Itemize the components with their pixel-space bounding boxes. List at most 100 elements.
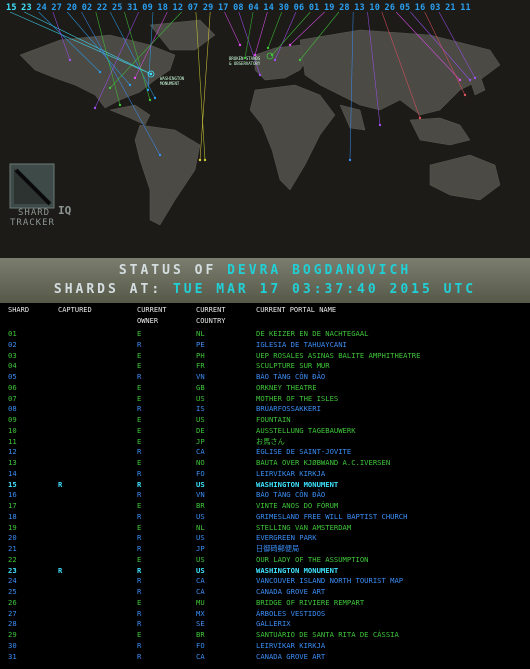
shard-strip-item[interactable]: 24	[36, 3, 47, 13]
shard-location-dot[interactable]	[418, 116, 422, 120]
table-row[interactable]: 22 E US OUR LADY OF THE ASSUMPTION	[0, 555, 530, 566]
shard-location-dot[interactable]	[473, 76, 477, 80]
portal-name-cell[interactable]: BAUTA OVER KJØBWAND A.C.IVERSEN	[256, 458, 391, 467]
table-row[interactable]: 08 R IS BRÚARFOSSAKKERI	[0, 404, 530, 415]
shard-strip-item[interactable]: 30	[278, 3, 290, 13]
shard-location-dot[interactable]	[198, 158, 202, 162]
table-row[interactable]: 14 R FO LEIRVÍKAR KIRKJA	[0, 469, 530, 480]
portal-name-cell[interactable]: EVERGREEN PARK	[256, 533, 317, 543]
table-row[interactable]: 16 R VN BÁO TÀNG CÔN ĐẢO	[0, 490, 530, 501]
shard-strip-item[interactable]: 08	[233, 3, 244, 13]
portal-name-cell[interactable]: OUR LADY OF THE ASSUMPTION	[256, 554, 369, 564]
shard-strip-item[interactable]: 01	[308, 3, 320, 13]
shard-strip-item[interactable]: 03	[429, 3, 441, 13]
shard-location-dot[interactable]	[158, 153, 162, 157]
portal-name-cell[interactable]: CANADA GROVE ART	[256, 587, 326, 596]
shard-location-dot[interactable]	[118, 103, 122, 107]
portal-name-cell[interactable]: WASHINGTON MONUMENT	[256, 565, 339, 575]
shard-location-dot[interactable]	[68, 58, 72, 62]
table-row[interactable]: 21 R JP 日御碕郵便局	[0, 544, 530, 555]
table-row[interactable]: 30 R FO LEIRVÍKAR KIRKJA	[0, 641, 530, 652]
portal-name-cell[interactable]: STELLING VAN AMSTERDAM	[256, 522, 352, 532]
shard-location-dot[interactable]	[128, 83, 132, 87]
shard-location-dot[interactable]	[458, 78, 462, 82]
shard-strip-item[interactable]: 26	[384, 3, 396, 13]
portal-name-cell[interactable]: MOTHER OF THE ISLES	[256, 393, 339, 403]
table-row[interactable]: 29 E BR SANTUÁRIO DE SANTA RITA DE CÁSSIA	[0, 630, 530, 641]
shard-strip-item[interactable]: 12	[172, 3, 184, 13]
table-row[interactable]: 05 R VN BÁO TÀNG CÔN ĐẢO	[0, 372, 530, 383]
shard-location-dot[interactable]	[146, 88, 150, 92]
table-row[interactable]: 15 R R US WASHINGTON MONUMENT	[0, 480, 530, 491]
table-row[interactable]: 28 R SE GALLERIX	[0, 619, 530, 630]
shard-location-dot[interactable]	[148, 98, 152, 102]
portal-name-cell[interactable]: VINTE ANOS DO FÓRUM	[256, 501, 339, 510]
table-row[interactable]: 10 E DE AUSSTELLUNG TAGEBAUWERK	[0, 426, 530, 437]
portal-name-cell[interactable]: LEIRVÍKAR KIRKJA	[256, 640, 326, 650]
portal-name-cell[interactable]: IGLESIA DE TAHUAYCANI	[256, 339, 347, 349]
table-row[interactable]: 19 E NL STELLING VAN AMSTERDAM	[0, 523, 530, 534]
shard-strip-item[interactable]: 16	[414, 3, 426, 13]
table-row[interactable]: 12 R CA ÉGLISE DE SAINT-JOVITE	[0, 447, 530, 458]
shard-strip-item[interactable]: 02	[81, 3, 93, 13]
table-row[interactable]: 13 E NO BAUTA OVER KJØBWAND A.C.IVERSEN	[0, 458, 530, 469]
table-row[interactable]: 20 R US EVERGREEN PARK	[0, 533, 530, 544]
shard-strip-item[interactable]: 21	[445, 3, 456, 13]
table-row[interactable]: 24 R CA VANCOUVER ISLAND NORTH TOURIST MAP	[0, 576, 530, 587]
table-row[interactable]: 27 R MX ÁRBOLES VESTIDOS	[0, 609, 530, 620]
portal-name-cell[interactable]: VANCOUVER ISLAND NORTH TOURIST MAP	[256, 576, 404, 586]
portal-name-cell[interactable]: 日御碕郵便局	[256, 544, 300, 553]
table-row[interactable]: 25 R CA CANADA GROVE ART	[0, 587, 530, 598]
shard-location-dot[interactable]	[153, 96, 157, 100]
portal-name-cell[interactable]: FOUNTAIN	[256, 415, 291, 424]
shard-strip-item[interactable]: 18	[157, 3, 169, 13]
shard-location-dot[interactable]	[243, 56, 247, 60]
portal-name-cell[interactable]: SANTUÁRIO DE SANTA RITA DE CÁSSIA	[256, 630, 399, 639]
shard-strip-item[interactable]: 15	[6, 3, 17, 13]
portal-name-cell[interactable]: BÁO TÀNG CÔN ĐẢO	[256, 372, 326, 381]
portal-name-cell[interactable]: AUSSTELLUNG TAGEBAUWERK	[256, 425, 356, 435]
shard-strip-item[interactable]: 28	[339, 3, 350, 13]
portal-name-cell[interactable]: GRIMESLAND FREE WILL BAPTIST CHURCH	[256, 511, 408, 521]
table-row[interactable]: 02 R PE IGLESIA DE TAHUAYCANI	[0, 340, 530, 351]
shard-strip-item[interactable]: 27	[51, 3, 63, 13]
shard-location-dot[interactable]	[108, 86, 112, 90]
shard-strip-item[interactable]: 04	[248, 3, 259, 13]
shard-location-dot[interactable]	[133, 76, 137, 80]
shard-location-dot[interactable]	[463, 93, 467, 97]
portal-name-cell[interactable]: ÁRBOLES VESTIDOS	[256, 608, 326, 618]
shard-strip-item[interactable]: 19	[323, 3, 335, 13]
portal-name-cell[interactable]: BRÚARFOSSAKKERI	[256, 404, 321, 414]
shard-strip-item[interactable]: 13	[354, 3, 365, 13]
shard-location-dot[interactable]	[298, 58, 302, 62]
shard-location-dot[interactable]	[468, 78, 472, 82]
table-row[interactable]: 17 E BR VINTE ANOS DO FÓRUM	[0, 501, 530, 512]
portal-name-cell[interactable]: ORKNEY THEATRE	[256, 382, 317, 392]
shard-location-dot[interactable]	[149, 72, 153, 76]
shard-strip-item[interactable]: 25	[111, 3, 123, 13]
portal-name-cell[interactable]: CANADA GROVE ART	[256, 651, 326, 661]
shard-location-dot[interactable]	[266, 46, 270, 50]
table-row[interactable]: 23 R R US WASHINGTON MONUMENT	[0, 566, 530, 577]
portal-name-cell[interactable]: LEIRVÍKAR KIRKJA	[256, 468, 326, 478]
shard-strip-item[interactable]: 31	[127, 3, 138, 13]
table-row[interactable]: 09 E US FOUNTAIN	[0, 415, 530, 426]
world-map[interactable]: 15 23 24 27 20 02 22 25 31 09 18 12 07 29 17 08 04 14 30 06…	[0, 0, 530, 258]
shard-location-dot[interactable]	[203, 158, 207, 162]
portal-name-cell[interactable]: WASHINGTON MONUMENT	[256, 479, 339, 489]
table-row[interactable]: 06 E GB ORKNEY THEATRE	[0, 383, 530, 394]
portal-name-cell[interactable]: ÉGLISE DE SAINT-JOVITE	[256, 447, 352, 457]
portal-name-cell[interactable]: DE KEIZER EN DE NACHTEGAAL	[256, 329, 369, 338]
table-row[interactable]: 04 E FR SCULPTURE SUR MUR	[0, 361, 530, 372]
portal-name-cell[interactable]: SCULPTURE SUR MUR	[256, 361, 330, 371]
shard-strip-item[interactable]: 07	[187, 3, 199, 13]
shard-location-dot[interactable]	[273, 58, 277, 62]
portal-name-cell[interactable]: BÁO TÀNG CÔN ĐẢO	[256, 490, 326, 500]
shard-strip-item[interactable]: 10	[369, 3, 381, 13]
table-row[interactable]: 31 R CA CANADA GROVE ART	[0, 652, 530, 663]
shard-location-dot[interactable]	[253, 53, 257, 57]
table-row[interactable]: 07 E US MOTHER OF THE ISLES	[0, 394, 530, 405]
shard-location-dot[interactable]	[98, 70, 102, 74]
shard-strip-item[interactable]: 22	[96, 3, 108, 13]
shard-strip-item[interactable]: 20	[66, 3, 78, 13]
